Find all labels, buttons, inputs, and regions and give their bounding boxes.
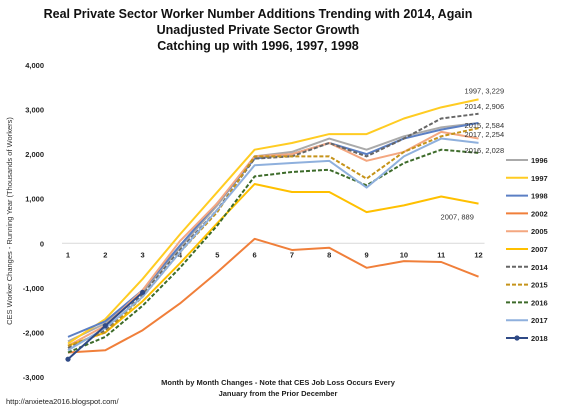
x-tick-label: 1 — [66, 250, 70, 259]
x-tick-label: 2 — [103, 250, 107, 259]
legend-label-1997: 1997 — [531, 174, 548, 183]
series-line-1997 — [67, 98, 479, 345]
legend-label-1998: 1998 — [531, 192, 548, 201]
legend: 1996 1997 1998 2002 2005 2007 2014 2015 2016 2017… — [506, 156, 549, 343]
y-tick-label: 2,000 — [25, 150, 44, 159]
y-tick-label: -1,000 — [23, 284, 44, 293]
x-axis-label-line-1: Month by Month Changes - Note that CES J… — [161, 378, 396, 387]
legend-label-2017: 2017 — [531, 316, 548, 325]
x-tick-label: 8 — [327, 250, 331, 259]
data-label: 2007, 889 — [441, 213, 474, 222]
x-tick-label: 11 — [437, 250, 445, 259]
series-line-2007 — [67, 183, 479, 347]
series-lines — [65, 98, 479, 362]
x-tick-label: 4 — [178, 250, 183, 259]
legend-label-2018: 2018 — [531, 334, 548, 343]
chart-title: Real Private Sector Worker Number Additi… — [44, 7, 473, 21]
legend-label-2005: 2005 — [531, 227, 548, 236]
data-label: 2016, 2,028 — [465, 146, 505, 155]
x-tick-label: 3 — [141, 250, 145, 259]
series-line-2005 — [67, 130, 479, 347]
x-tick-label: 5 — [215, 250, 219, 259]
series-line-2017 — [67, 137, 479, 352]
y-tick-label: 4,000 — [25, 61, 44, 70]
legend-label-2002: 2002 — [531, 209, 548, 218]
x-tick-label: 9 — [364, 250, 368, 259]
legend-label-2014: 2014 — [531, 263, 549, 272]
data-label: 1997, 3,229 — [465, 86, 505, 95]
y-axis-label: CES Worker Changes - Running Year (Thous… — [5, 117, 14, 325]
chart-subtitle-1: Unadjusted Private Sector Growth — [157, 23, 360, 37]
y-tick-label: -2,000 — [23, 328, 44, 337]
legend-label-2015: 2015 — [531, 281, 548, 290]
series-line-2002 — [67, 237, 479, 354]
x-tick-label: 7 — [290, 250, 294, 259]
legend-label-1996: 1996 — [531, 156, 548, 165]
legend-label-2007: 2007 — [531, 245, 548, 254]
x-tick-label: 10 — [400, 250, 408, 259]
y-axis-ticks: 4,000 3,000 2,000 1,000 0 -1,000 -2,000 -3,000 — [23, 61, 44, 382]
series-point-2018 — [102, 323, 108, 329]
data-label: 2017, 2,254 — [465, 130, 505, 139]
y-tick-label: -3,000 — [23, 373, 44, 382]
x-axis-ticks: 1 2 3 4 5 6 7 8 9 10 11 12 — [66, 250, 483, 259]
series-line-2014 — [67, 112, 479, 349]
series-point-2018 — [140, 289, 146, 295]
x-axis-label-line-2: January from the Prior December — [219, 389, 338, 398]
data-label: 2015, 2,584 — [465, 121, 505, 130]
y-tick-label: 1,000 — [25, 195, 44, 204]
series-line-2016 — [67, 148, 479, 354]
data-label: 2014, 2,906 — [465, 102, 505, 111]
series-point-2018 — [65, 356, 71, 362]
footer-url: http://anxietea2016.blogspot.com/ — [6, 397, 119, 406]
y-tick-label: 0 — [40, 239, 44, 248]
series-line-2015 — [67, 127, 479, 347]
legend-label-2016: 2016 — [531, 298, 548, 307]
chart-subtitle-2: Catching up with 1996, 1997, 1998 — [157, 39, 359, 53]
y-tick-label: 3,000 — [25, 106, 44, 115]
x-tick-label: 12 — [474, 250, 482, 259]
x-tick-label: 6 — [253, 250, 257, 259]
legend-marker-2018 — [514, 335, 520, 341]
